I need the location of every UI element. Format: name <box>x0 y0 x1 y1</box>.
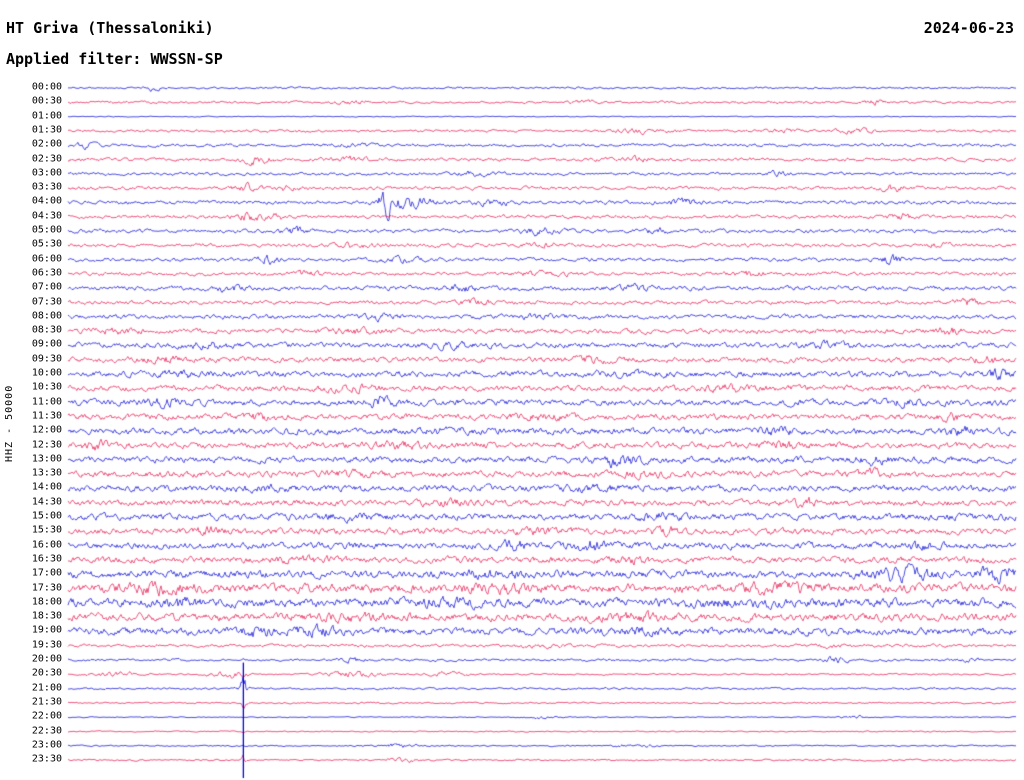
time-label: 05:00 <box>31 224 62 236</box>
time-label: 17:00 <box>31 567 62 579</box>
time-label: 14:00 <box>31 481 62 493</box>
time-label: 10:00 <box>31 367 62 379</box>
time-label: 09:00 <box>31 338 62 350</box>
time-label: 07:30 <box>31 296 62 307</box>
filter-label: Applied filter: WWSSN-SP <box>6 50 223 68</box>
time-label: 07:00 <box>31 281 62 293</box>
time-label: 16:00 <box>31 539 62 551</box>
time-label: 11:30 <box>31 410 62 422</box>
time-label: 08:00 <box>31 310 62 322</box>
time-label: 00:30 <box>31 95 62 107</box>
time-label: 12:30 <box>31 439 62 450</box>
date-label: 2024-06-23 <box>923 19 1014 37</box>
time-label: 18:30 <box>31 610 62 622</box>
time-label: 04:00 <box>31 195 62 207</box>
time-label: 16:30 <box>31 553 62 565</box>
time-label: 14:30 <box>31 496 62 508</box>
time-label: 04:30 <box>31 210 62 222</box>
time-label: 02:00 <box>31 138 62 150</box>
time-label: 02:30 <box>31 153 62 164</box>
time-label: 20:30 <box>31 667 62 679</box>
time-label: 20:00 <box>31 653 62 665</box>
time-label: 01:30 <box>31 124 62 136</box>
time-label: 21:30 <box>31 696 62 708</box>
time-label: 21:00 <box>31 682 62 694</box>
time-label: 19:30 <box>31 639 62 651</box>
time-label: 00:00 <box>31 81 62 93</box>
time-label: 18:00 <box>31 596 62 608</box>
time-label: 17:30 <box>31 582 62 593</box>
time-label: 06:30 <box>31 267 62 279</box>
time-label: 15:00 <box>31 510 62 522</box>
time-label: 11:00 <box>31 396 62 408</box>
station-title: HT Griva (Thessaloniki) <box>6 19 214 37</box>
time-label: 01:00 <box>31 110 62 122</box>
time-label: 12:00 <box>31 424 62 436</box>
time-label: 22:00 <box>31 710 62 722</box>
time-label: 23:30 <box>31 753 62 765</box>
time-label: 08:30 <box>31 324 62 336</box>
time-label: 22:30 <box>31 725 62 736</box>
time-label: 03:00 <box>31 167 62 179</box>
time-label: 03:30 <box>31 181 62 193</box>
time-label: 15:30 <box>31 524 62 536</box>
time-label: 13:30 <box>31 467 62 479</box>
time-label-column: 00:00 00:30 01:00 01:30 02:00 02:30 03:00 03:30… <box>0 0 64 780</box>
time-label: 19:00 <box>31 624 62 636</box>
time-label: 05:30 <box>31 238 62 250</box>
time-label: 13:00 <box>31 453 62 465</box>
time-label: 09:30 <box>31 353 62 365</box>
time-label: 23:00 <box>31 739 62 751</box>
time-label: 06:00 <box>31 253 62 265</box>
time-label: 10:30 <box>31 381 62 393</box>
